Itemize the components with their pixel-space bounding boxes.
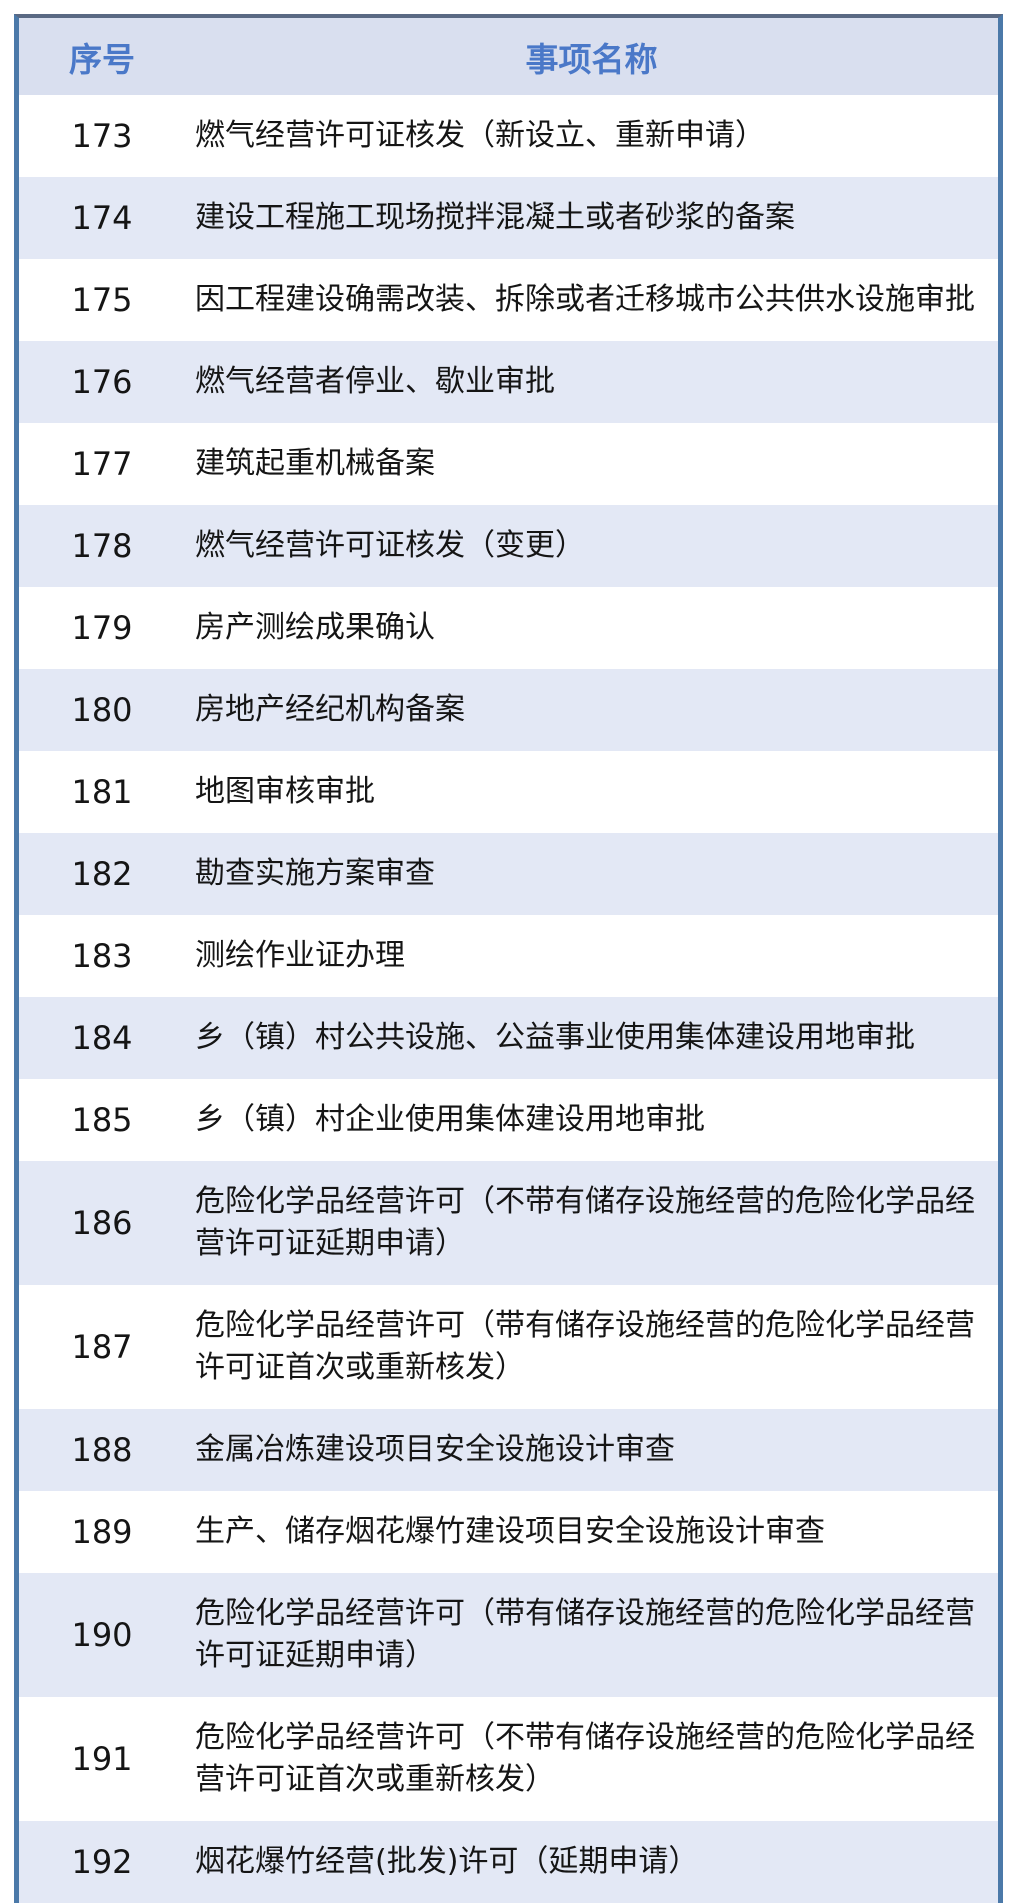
header-col-name: 事项名称 [525,39,658,79]
row-name-cell: 金属冶炼建设项目安全设施设计审查 [195,1432,675,1467]
row-index-cell: 176 [71,363,133,401]
row-index-cell: 184 [71,1019,133,1057]
table-header-row: 序号 事项名称 [19,18,998,95]
row-name-cell: 烟花爆竹经营(批发)许可（延期申请） [195,1844,699,1879]
row-name-cell: 危险化学品经营许可（不带有储存设施经营的危险化学品经营许可证延期申请） [195,1184,975,1261]
row-index-cell: 174 [71,199,133,237]
row-name-cell: 测绘作业证办理 [195,938,405,973]
items-table: 序号 事项名称 173 燃气经营许可证核发（新设立、重新申请） 174 建设工程… [14,14,1003,1903]
table-row: 175 因工程建设确需改装、拆除或者迁移城市公共供水设施审批 [19,259,998,341]
row-index-cell: 183 [71,937,133,975]
row-name-cell: 乡（镇）村公共设施、公益事业使用集体建设用地审批 [195,1020,915,1055]
table-row: 178 燃气经营许可证核发（变更） [19,505,998,587]
row-index-cell: 173 [71,117,133,155]
table-row: 173 燃气经营许可证核发（新设立、重新申请） [19,95,998,177]
row-name-cell: 房地产经纪机构备案 [195,692,465,727]
row-index-cell: 186 [71,1204,133,1242]
table-row: 191 危险化学品经营许可（不带有储存设施经营的危险化学品经营许可证首次或重新核… [19,1697,998,1821]
row-index-cell: 179 [71,609,133,647]
row-name-cell: 勘查实施方案审查 [195,856,435,891]
row-index-cell: 191 [71,1740,133,1778]
table-row: 185 乡（镇）村企业使用集体建设用地审批 [19,1079,998,1161]
header-col-index: 序号 [69,39,135,79]
row-name-cell: 建筑起重机械备案 [195,446,435,481]
row-index-cell: 192 [71,1843,133,1881]
table-row: 180 房地产经纪机构备案 [19,669,998,751]
row-index-cell: 189 [71,1513,133,1551]
table-row: 177 建筑起重机械备案 [19,423,998,505]
table-body: 173 燃气经营许可证核发（新设立、重新申请） 174 建设工程施工现场搅拌混凝… [19,95,998,1903]
row-name-cell: 生产、储存烟花爆竹建设项目安全设施设计审查 [195,1514,825,1549]
table-row: 179 房产测绘成果确认 [19,587,998,669]
row-index-cell: 175 [71,281,133,319]
table-row: 188 金属冶炼建设项目安全设施设计审查 [19,1409,998,1491]
row-name-cell: 建设工程施工现场搅拌混凝土或者砂浆的备案 [195,200,795,235]
row-index-cell: 181 [71,773,133,811]
row-name-cell: 乡（镇）村企业使用集体建设用地审批 [195,1102,705,1137]
row-name-cell: 危险化学品经营许可（带有储存设施经营的危险化学品经营许可证延期申请） [195,1596,975,1673]
row-name-cell: 燃气经营许可证核发（变更） [195,528,585,563]
row-index-cell: 177 [71,445,133,483]
row-index-cell: 185 [71,1101,133,1139]
table-row: 190 危险化学品经营许可（带有储存设施经营的危险化学品经营许可证延期申请） [19,1573,998,1697]
table-row: 187 危险化学品经营许可（带有储存设施经营的危险化学品经营许可证首次或重新核发… [19,1285,998,1409]
row-name-cell: 危险化学品经营许可（不带有储存设施经营的危险化学品经营许可证首次或重新核发） [195,1720,975,1797]
row-index-cell: 182 [71,855,133,893]
row-name-cell: 因工程建设确需改装、拆除或者迁移城市公共供水设施审批 [195,282,975,317]
row-name-cell: 危险化学品经营许可（带有储存设施经营的危险化学品经营许可证首次或重新核发） [195,1308,975,1385]
table-row: 192 烟花爆竹经营(批发)许可（延期申请） [19,1821,998,1903]
row-name-cell: 燃气经营者停业、歇业审批 [195,364,555,399]
table-row: 174 建设工程施工现场搅拌混凝土或者砂浆的备案 [19,177,998,259]
table-row: 176 燃气经营者停业、歇业审批 [19,341,998,423]
table-row: 186 危险化学品经营许可（不带有储存设施经营的危险化学品经营许可证延期申请） [19,1161,998,1285]
row-index-cell: 190 [71,1616,133,1654]
table-row: 184 乡（镇）村公共设施、公益事业使用集体建设用地审批 [19,997,998,1079]
table-row: 183 测绘作业证办理 [19,915,998,997]
table-row: 182 勘查实施方案审查 [19,833,998,915]
row-index-cell: 187 [71,1328,133,1366]
table-row: 189 生产、储存烟花爆竹建设项目安全设施设计审查 [19,1491,998,1573]
row-name-cell: 房产测绘成果确认 [195,610,435,645]
row-index-cell: 188 [71,1431,133,1469]
row-index-cell: 180 [71,691,133,729]
row-name-cell: 地图审核审批 [195,774,375,809]
row-index-cell: 178 [71,527,133,565]
row-name-cell: 燃气经营许可证核发（新设立、重新申请） [195,118,765,153]
table-row: 181 地图审核审批 [19,751,998,833]
